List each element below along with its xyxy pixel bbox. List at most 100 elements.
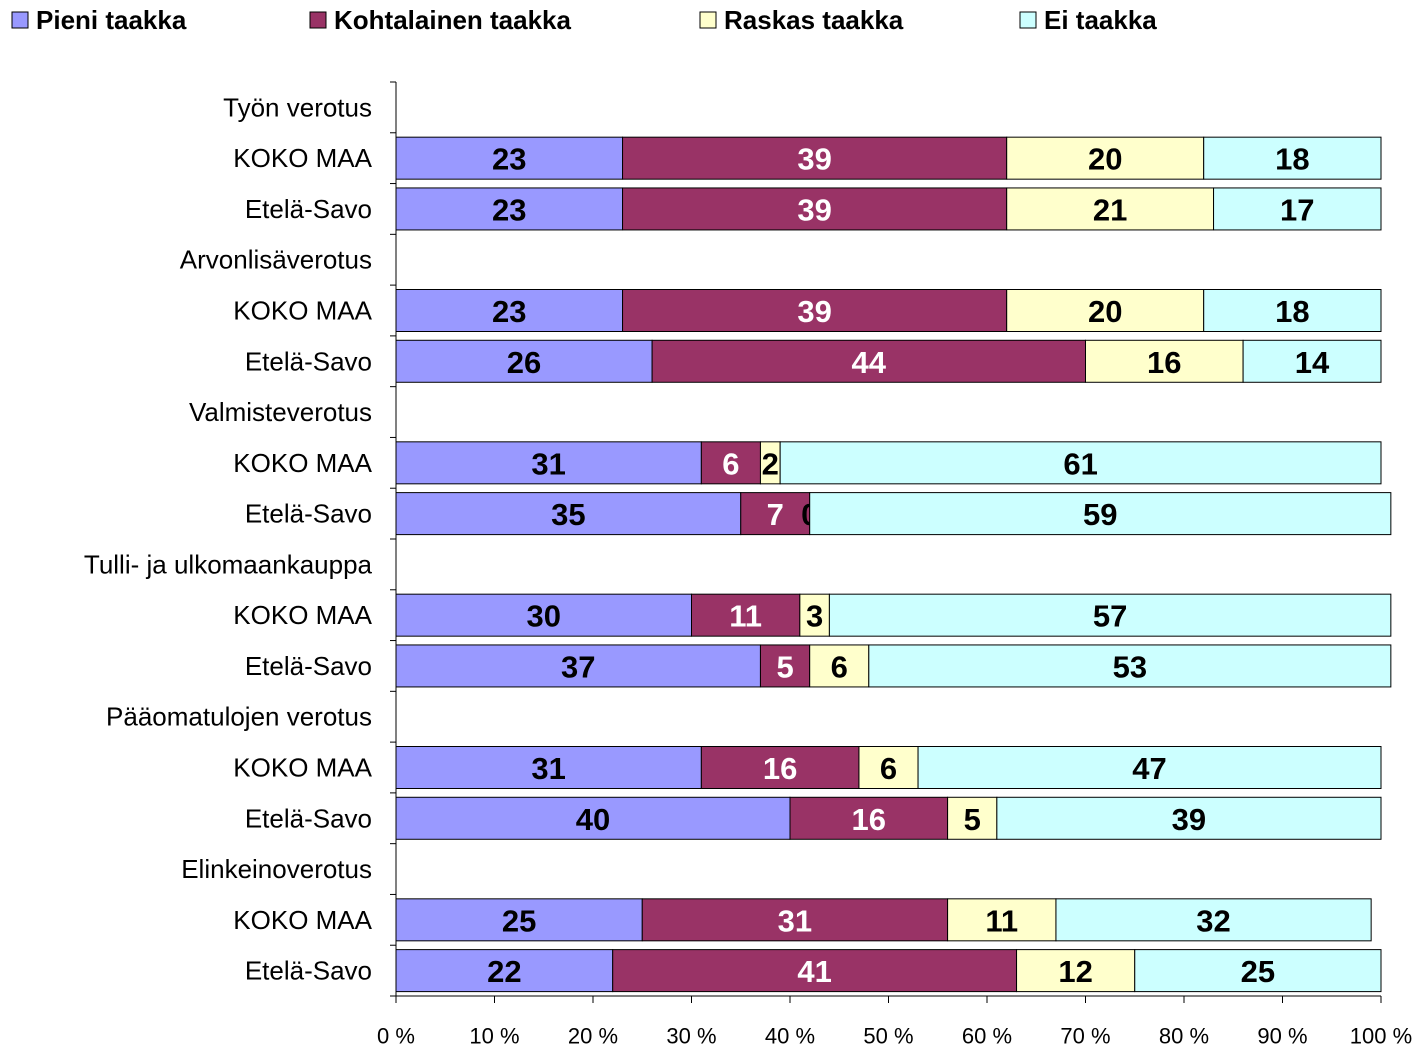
value-label: 14 bbox=[1295, 345, 1330, 380]
value-label: 40 bbox=[576, 802, 610, 837]
value-label: 5 bbox=[776, 649, 793, 684]
value-label: 23 bbox=[492, 142, 526, 177]
value-label: 59 bbox=[1083, 497, 1117, 532]
value-label: 53 bbox=[1113, 649, 1147, 684]
bar-segment bbox=[858, 746, 919, 789]
value-label: 39 bbox=[1172, 802, 1206, 837]
legend-swatch bbox=[309, 11, 327, 29]
x-tick-label: 60 % bbox=[962, 1024, 1012, 1048]
legend-label: Ei taakka bbox=[1044, 5, 1157, 35]
bar-segment bbox=[1006, 289, 1205, 332]
bar-segment bbox=[691, 593, 801, 637]
legend-label: Kohtalainen taakka bbox=[334, 5, 572, 35]
y-tick-label: KOKO MAA bbox=[233, 753, 372, 783]
value-label: 3 bbox=[806, 599, 823, 634]
value-label: 31 bbox=[531, 751, 565, 786]
bar-segment bbox=[759, 644, 811, 688]
value-label: 23 bbox=[492, 294, 526, 329]
value-label: 35 bbox=[551, 497, 585, 532]
bar-segment bbox=[622, 187, 1008, 231]
bar-segment bbox=[395, 593, 692, 637]
value-label: 11 bbox=[729, 599, 762, 634]
bar-segment bbox=[1016, 949, 1136, 993]
value-label: 16 bbox=[852, 802, 886, 837]
y-tick-label: KOKO MAA bbox=[233, 143, 372, 173]
value-label: 2 bbox=[762, 446, 779, 481]
x-tick-label: 20 % bbox=[568, 1024, 618, 1048]
bar-segment bbox=[1006, 136, 1205, 180]
bar-segment bbox=[1085, 339, 1244, 383]
bar-segment bbox=[799, 593, 830, 637]
y-tick-label: Pääomatulojen verotus bbox=[106, 702, 372, 732]
legend-swatch bbox=[1019, 11, 1037, 29]
bar-segment bbox=[1213, 187, 1382, 231]
x-tick-label: 80 % bbox=[1159, 1024, 1209, 1048]
bar-segment bbox=[700, 746, 860, 789]
bar-segment bbox=[395, 746, 702, 789]
x-tick-label: 70 % bbox=[1060, 1024, 1110, 1048]
bar-segment bbox=[789, 796, 949, 840]
y-tick-label: Etelä-Savo bbox=[245, 194, 372, 224]
y-tick-label: Työn verotus bbox=[223, 92, 372, 122]
y-tick-label: KOKO MAA bbox=[233, 296, 372, 326]
value-label: 11 bbox=[985, 903, 1018, 938]
value-label: 23 bbox=[492, 192, 526, 227]
value-label: 31 bbox=[778, 903, 812, 938]
bar-segment bbox=[996, 796, 1382, 840]
bar-segment bbox=[700, 441, 761, 485]
value-label: 21 bbox=[1093, 192, 1127, 227]
bar-segment bbox=[1242, 339, 1382, 383]
bar-segment bbox=[917, 746, 1382, 789]
y-tick-label: Etelä-Savo bbox=[245, 499, 372, 529]
value-label: 25 bbox=[502, 903, 536, 938]
x-tick-label: 100 % bbox=[1350, 1024, 1412, 1048]
value-label: 16 bbox=[1147, 345, 1181, 380]
bar-segment bbox=[641, 898, 949, 942]
value-label: 6 bbox=[880, 751, 897, 786]
legend-swatch bbox=[11, 11, 29, 29]
bar-segment bbox=[395, 949, 614, 993]
value-label: 31 bbox=[531, 446, 565, 481]
y-tick-label: KOKO MAA bbox=[233, 905, 372, 935]
value-label: 39 bbox=[797, 294, 831, 329]
legend-label: Pieni taakka bbox=[36, 5, 187, 35]
bar-segment bbox=[1006, 187, 1215, 231]
bar-segment bbox=[809, 492, 1392, 536]
value-label: 18 bbox=[1275, 142, 1309, 177]
y-tick-label: Etelä-Savo bbox=[245, 651, 372, 681]
bar-segment bbox=[395, 492, 742, 536]
bar-segment bbox=[779, 441, 1382, 485]
bar-segment bbox=[1203, 289, 1382, 332]
value-label: 37 bbox=[561, 649, 595, 684]
bar-segment bbox=[622, 136, 1008, 180]
value-label: 6 bbox=[831, 649, 848, 684]
y-tick-label: Tulli- ja ulkomaankauppa bbox=[84, 549, 373, 579]
x-tick-label: 90 % bbox=[1257, 1024, 1307, 1048]
value-label: 6 bbox=[722, 446, 739, 481]
value-label: 61 bbox=[1063, 446, 1097, 481]
bar-segment bbox=[1203, 136, 1382, 180]
x-tick-label: 10 % bbox=[469, 1024, 519, 1048]
bar-segment bbox=[1055, 898, 1372, 942]
bar-segment bbox=[868, 644, 1392, 688]
value-label: 7 bbox=[767, 497, 784, 532]
x-tick-label: 50 % bbox=[863, 1024, 913, 1048]
bar-segment bbox=[828, 593, 1392, 637]
value-label: 57 bbox=[1093, 599, 1127, 634]
bar-segment bbox=[395, 644, 761, 688]
value-label: 47 bbox=[1132, 751, 1166, 786]
value-label: 30 bbox=[527, 599, 561, 634]
bar-segment bbox=[740, 492, 811, 536]
value-label: 26 bbox=[507, 345, 541, 380]
bar-segment bbox=[947, 796, 998, 840]
value-label: 5 bbox=[964, 802, 981, 837]
value-label: 17 bbox=[1280, 192, 1314, 227]
value-label: 18 bbox=[1275, 294, 1309, 329]
value-label: 25 bbox=[1241, 954, 1275, 989]
x-tick-label: 30 % bbox=[666, 1024, 716, 1048]
value-label: 41 bbox=[797, 954, 831, 989]
y-tick-label: Etelä-Savo bbox=[245, 956, 372, 986]
y-tick-label: Elinkeinoverotus bbox=[181, 854, 372, 884]
x-tick-label: 0 % bbox=[377, 1024, 415, 1048]
